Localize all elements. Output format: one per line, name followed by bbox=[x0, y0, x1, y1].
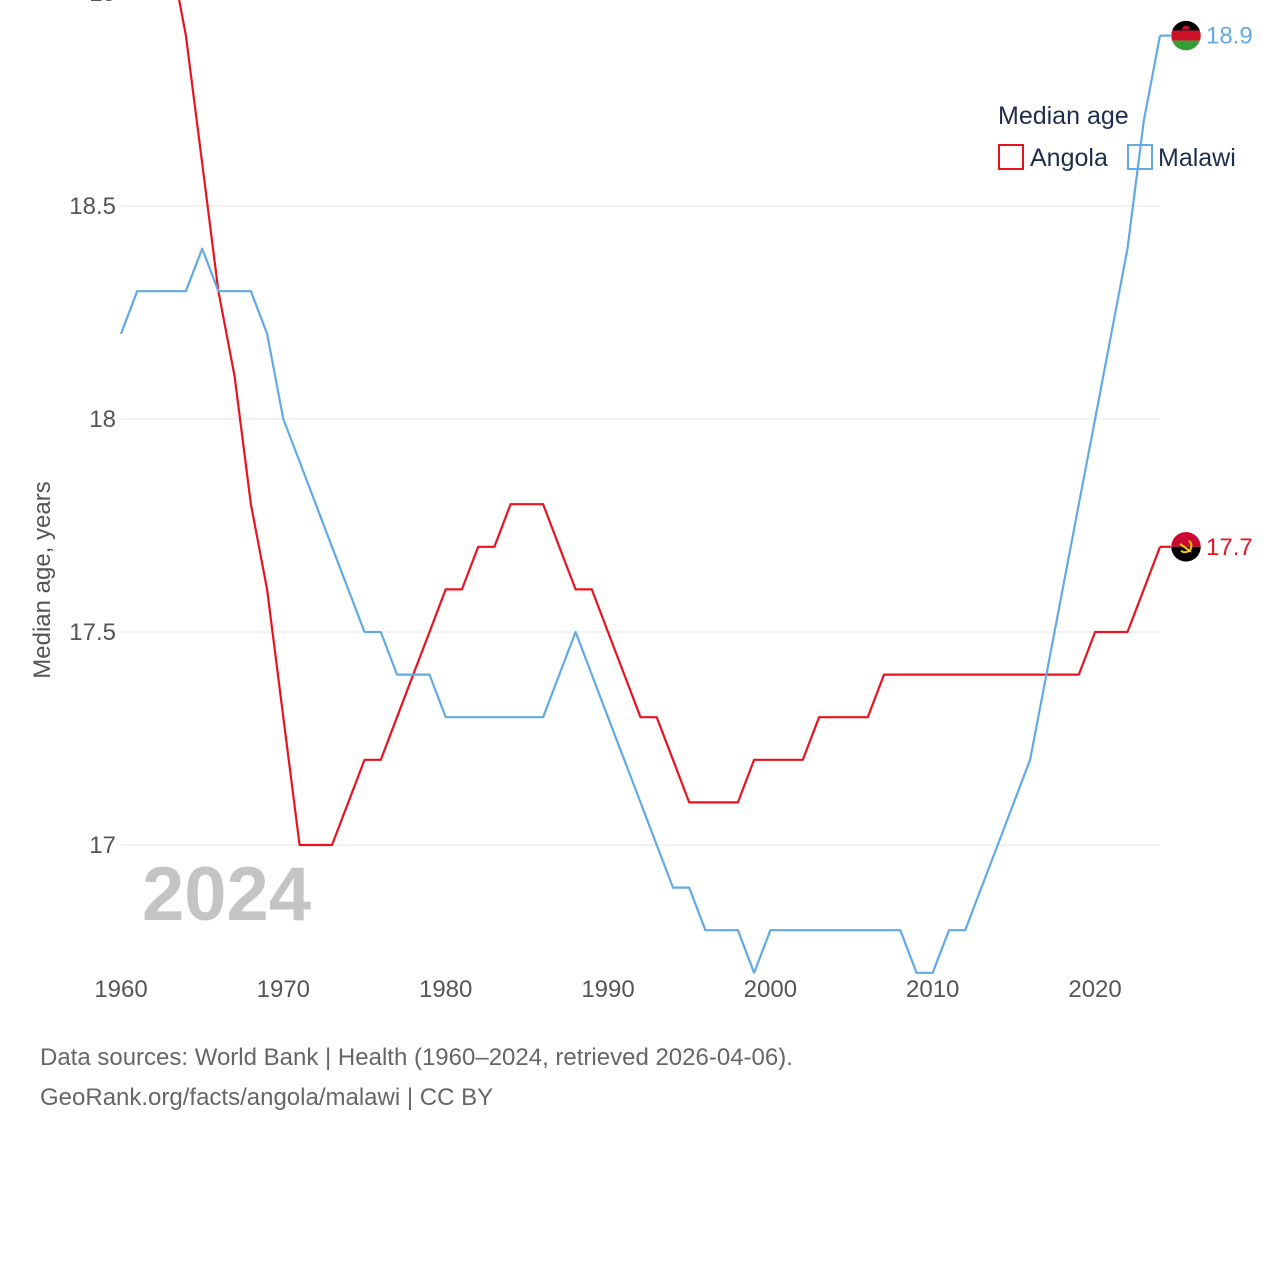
y-tick-label: 19 bbox=[89, 0, 116, 7]
legend-label-malawi: Malawi bbox=[1158, 144, 1236, 172]
x-axis-ticks: 1960 1970 1980 1990 2000 2010 2020 bbox=[94, 976, 1121, 1003]
gridlines bbox=[121, 205, 1160, 846]
footer-credit[interactable]: GeoRank.org/facts/angola/malawi | CC BY bbox=[40, 1084, 494, 1111]
legend-label-angola: Angola bbox=[1030, 144, 1108, 172]
x-tick-label: 2000 bbox=[744, 976, 797, 1003]
x-tick-label: 1960 bbox=[94, 976, 147, 1003]
year-watermark: 2024 bbox=[142, 852, 311, 937]
legend-title: Median age bbox=[998, 102, 1129, 130]
series-line-malawi bbox=[119, 35, 1162, 974]
legend-item-angola[interactable]: Angola bbox=[998, 144, 1108, 172]
footer-source: Data sources: World Bank | Health (1960–… bbox=[40, 1044, 793, 1071]
y-tick-label: 18 bbox=[89, 406, 116, 433]
y-tick-label: 17.5 bbox=[69, 619, 116, 646]
end-value-label-angola: 17.7 bbox=[1206, 534, 1253, 561]
x-tick-label: 2020 bbox=[1068, 976, 1121, 1003]
series-line-angola bbox=[178, 0, 1162, 847]
x-tick-label: 1980 bbox=[419, 976, 472, 1003]
end-value-label-malawi: 18.9 bbox=[1206, 23, 1253, 50]
x-tick-label: 1970 bbox=[257, 976, 310, 1003]
y-tick-label: 18.5 bbox=[69, 193, 116, 220]
legend: Median age Angola Malawi bbox=[998, 102, 1236, 172]
y-tick-label: 17 bbox=[89, 832, 116, 859]
legend-swatch-malawi bbox=[1127, 144, 1153, 170]
series-lines bbox=[119, 0, 1162, 974]
malawi-flag-icon bbox=[1170, 20, 1202, 51]
angola-flag-icon bbox=[1170, 531, 1202, 563]
legend-item-malawi[interactable]: Malawi bbox=[1127, 144, 1236, 172]
end-labels: 17.7 18.9 bbox=[1160, 20, 1253, 563]
x-tick-label: 1990 bbox=[581, 976, 634, 1003]
y-axis-title: Median age, years bbox=[29, 481, 56, 678]
x-tick-label: 2010 bbox=[906, 976, 959, 1003]
legend-swatch-angola bbox=[998, 144, 1024, 170]
